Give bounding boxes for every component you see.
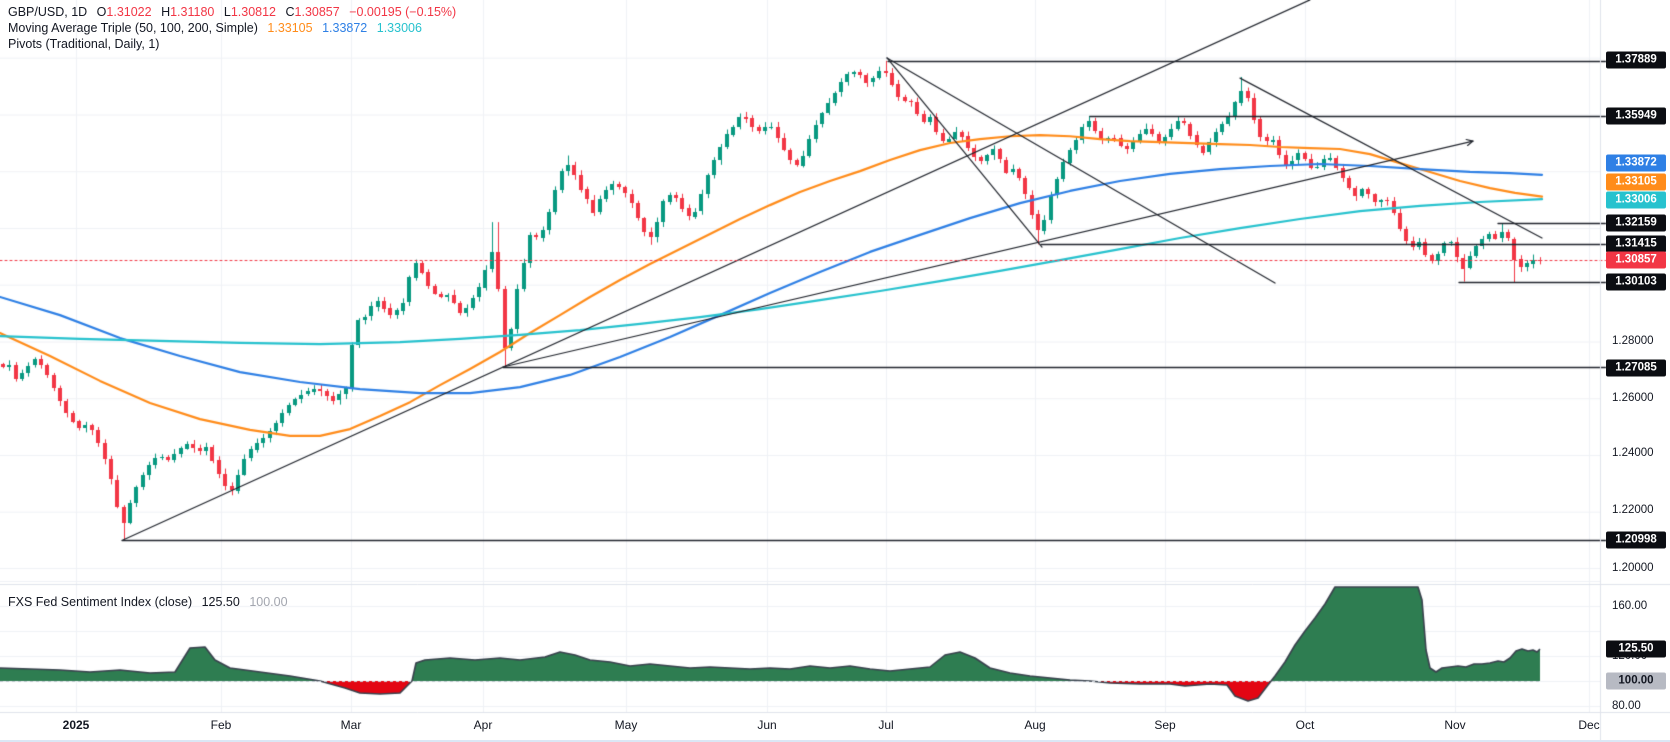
price-tick-label: 160.00 xyxy=(1612,600,1648,612)
price-badge: 1.33006 xyxy=(1606,191,1666,209)
price-badge: 125.50 xyxy=(1606,640,1666,658)
low-value: 1.30812 xyxy=(230,5,276,19)
open-label: O xyxy=(96,5,107,19)
sentiment-value: 125.50 xyxy=(201,595,240,609)
window-bottom-edge xyxy=(0,740,1670,742)
ma200-value: 1.33006 xyxy=(376,21,422,35)
price-badge: 1.32159 xyxy=(1606,214,1666,232)
price-badge: 100.00 xyxy=(1606,672,1666,690)
ma-indicator-title: Moving Average Triple (50, 100, 200, Sim… xyxy=(8,21,258,35)
low-label: L xyxy=(223,5,231,19)
time-axis-label: Mar xyxy=(340,718,362,732)
price-badge: 1.33872 xyxy=(1606,154,1666,172)
close-label: C xyxy=(285,5,295,19)
time-axis-label: 2025 xyxy=(62,718,90,732)
time-axis-label: Oct xyxy=(1295,718,1315,732)
change-value: −0.00195 (−0.15%) xyxy=(349,5,457,19)
ma50-value: 1.33105 xyxy=(267,21,313,35)
price-badge: 1.31415 xyxy=(1606,235,1666,253)
main-legend: GBP/USD, 1D O1.31022 H1.31180 L1.30812 C… xyxy=(8,4,456,52)
symbol-legend-row: GBP/USD, 1D O1.31022 H1.31180 L1.30812 C… xyxy=(8,4,456,20)
time-axis-label: Jun xyxy=(757,718,777,732)
price-tick-label: 1.24000 xyxy=(1612,447,1654,459)
time-axis-label: Sep xyxy=(1154,718,1176,732)
open-value: 1.31022 xyxy=(106,5,152,19)
ma-legend-row: Moving Average Triple (50, 100, 200, Sim… xyxy=(8,20,456,36)
price-badge: 1.37889 xyxy=(1606,51,1666,69)
time-axis-label: Feb xyxy=(210,718,232,732)
time-axis-label: May xyxy=(614,718,638,732)
price-badge: 1.30103 xyxy=(1606,273,1666,291)
sentiment-indicator-title: FXS Fed Sentiment Index (close) xyxy=(8,595,193,609)
time-axis-label: Aug xyxy=(1024,718,1046,732)
price-tick-label: 1.22000 xyxy=(1612,504,1654,516)
price-badge: 1.30857 xyxy=(1606,251,1666,269)
sentiment-baseline-value: 100.00 xyxy=(249,595,288,609)
symbol-title: GBP/USD, 1D xyxy=(8,5,88,19)
sentiment-legend: FXS Fed Sentiment Index (close) 125.50 1… xyxy=(8,594,288,610)
price-badge: 1.20998 xyxy=(1606,531,1666,549)
price-badge: 1.35949 xyxy=(1606,107,1666,125)
time-axis-label: Nov xyxy=(1444,718,1466,732)
high-label: H xyxy=(161,5,171,19)
ma100-value: 1.33872 xyxy=(322,21,368,35)
price-tick-label: 1.26000 xyxy=(1612,392,1654,404)
price-tick-label: 80.00 xyxy=(1612,700,1641,712)
pivots-indicator-title: Pivots (Traditional, Daily, 1) xyxy=(8,37,160,51)
time-axis-label: Apr xyxy=(473,718,493,732)
pivots-legend-row: Pivots (Traditional, Daily, 1) xyxy=(8,36,456,52)
price-badge: 1.33105 xyxy=(1606,173,1666,191)
time-axis-label: Dec xyxy=(1578,718,1600,732)
time-axis-label: Jul xyxy=(878,718,894,732)
close-value: 1.30857 xyxy=(294,5,340,19)
price-tick-label: 1.28000 xyxy=(1612,335,1654,347)
price-tick-label: 1.20000 xyxy=(1612,562,1654,574)
high-value: 1.31180 xyxy=(170,5,215,19)
price-badge: 1.27085 xyxy=(1606,359,1666,377)
